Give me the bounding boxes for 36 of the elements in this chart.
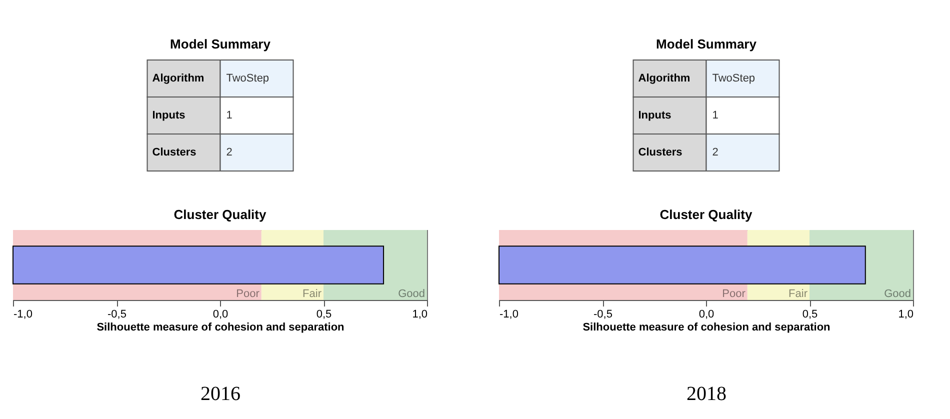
band-label: Poor [236, 288, 260, 300]
band-label: Poor [722, 288, 746, 300]
x-axis-title: Silhouette measure of cohesion and separation [96, 322, 345, 334]
text: 1 [226, 110, 232, 122]
chart-title: Cluster Quality [174, 207, 267, 222]
text: 2016 [200, 383, 240, 405]
x-tick-label: -1,0 [14, 308, 32, 320]
x-tick-label: 0,5 [802, 308, 818, 320]
x-tick-label: 0,0 [212, 308, 228, 320]
text: 2 [226, 146, 232, 158]
x-tick-label: -1,0 [500, 308, 518, 320]
category-label: Clusters [152, 146, 196, 158]
category-label: Clusters [638, 146, 682, 158]
band-label: Good [398, 288, 425, 300]
text: 2018 [686, 383, 726, 405]
x-tick-label: -0,5 [108, 308, 126, 320]
chart-title: Cluster Quality [660, 207, 753, 222]
text: Model Summary [656, 36, 758, 52]
text: Model Summary [170, 36, 272, 52]
x-tick-label: 0,0 [698, 308, 714, 320]
category-label: Algorithm [152, 72, 204, 84]
x-tick-label: 1,0 [412, 308, 428, 320]
text: TwoStep [712, 72, 756, 84]
x-axis-title: Silhouette measure of cohesion and separation [582, 322, 831, 334]
category-label: Inputs [638, 110, 672, 122]
band-label: Fair [788, 288, 808, 300]
category-label: Inputs [152, 110, 186, 122]
text: 1 [712, 110, 718, 122]
band-label: Fair [302, 288, 322, 300]
category-label: Algorithm [638, 72, 690, 84]
text: TwoStep [226, 72, 270, 84]
x-tick-label: 1,0 [898, 308, 914, 320]
x-tick-label: -0,5 [594, 308, 612, 320]
x-tick-label: 0,5 [316, 308, 332, 320]
band-label: Good [884, 288, 911, 300]
text: 2 [712, 146, 718, 158]
